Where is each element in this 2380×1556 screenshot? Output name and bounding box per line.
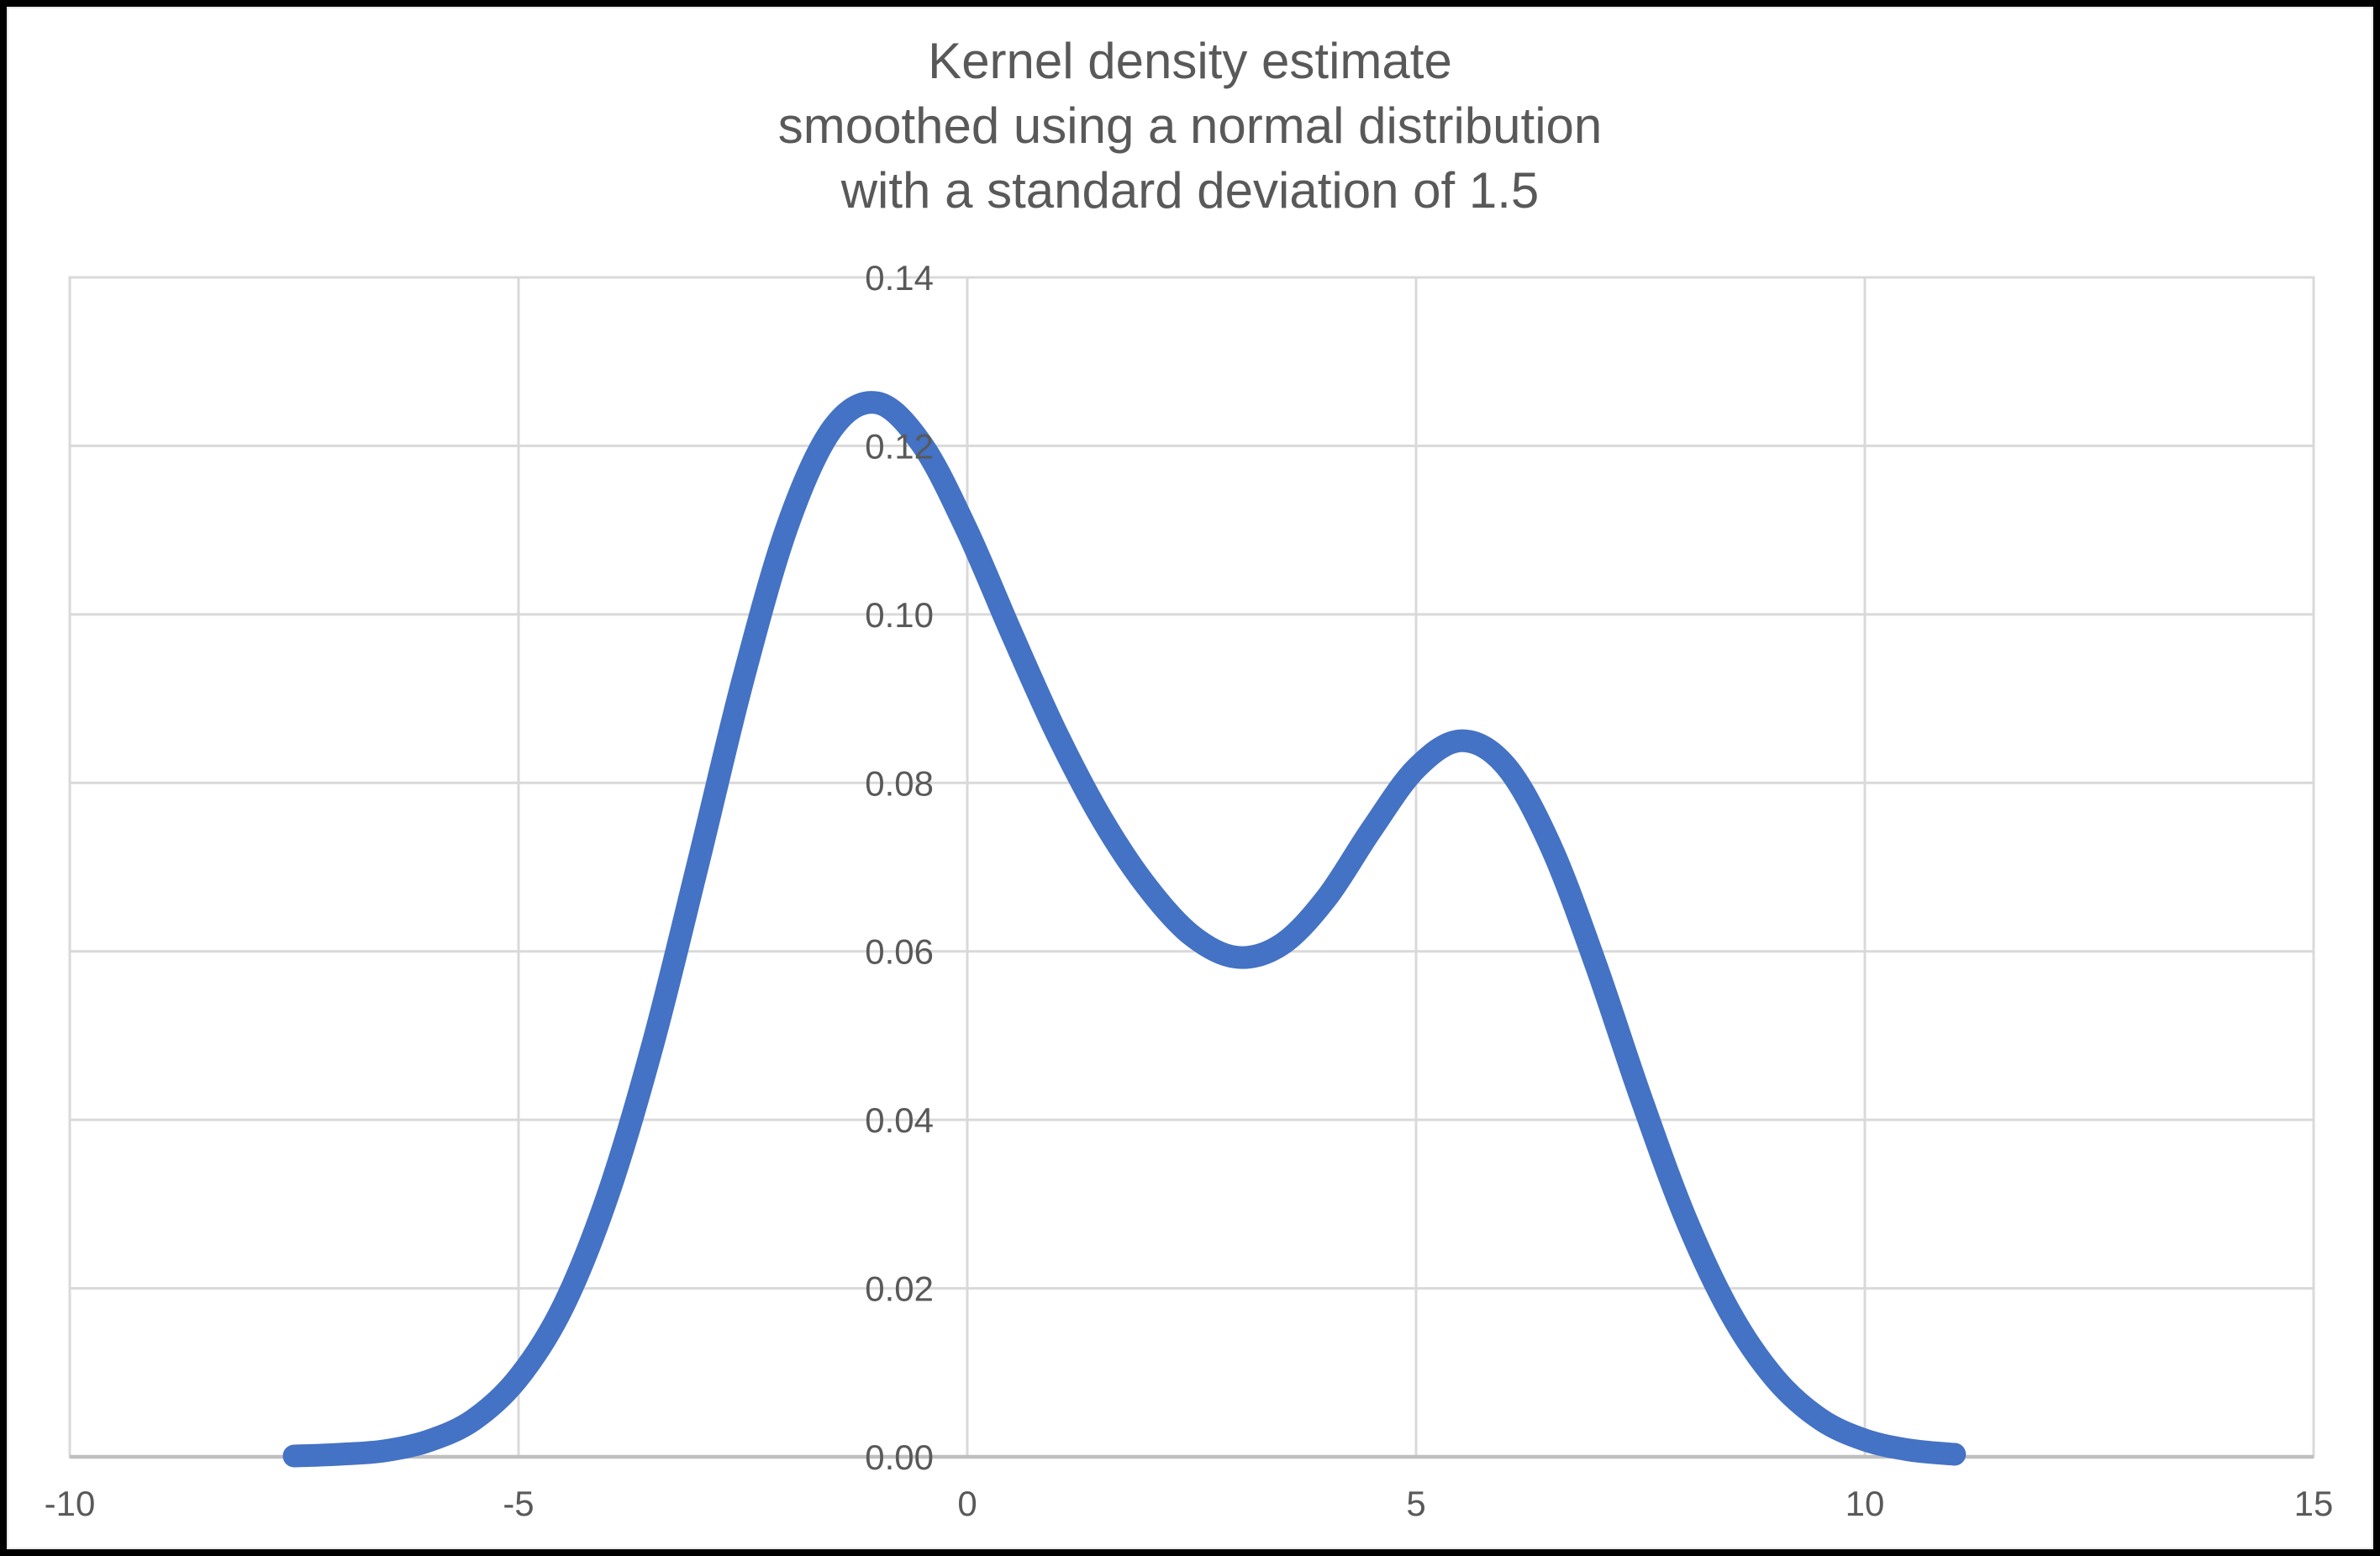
- kde-curve: [282, 391, 1967, 1468]
- x-tick-label: 10: [1846, 1484, 1885, 1523]
- chart-title: Kernel density estimate smoothed using a…: [777, 33, 1603, 219]
- x-tick-label: 15: [2294, 1484, 2334, 1523]
- y-tick-label: 0.06: [865, 932, 934, 972]
- x-tick-label: 5: [1406, 1484, 1425, 1523]
- y-tick-label: 0.10: [865, 595, 934, 635]
- x-tick-label: -5: [503, 1484, 534, 1523]
- plot-border: [68, 276, 2315, 1458]
- y-tick-label: 0.02: [865, 1269, 934, 1309]
- x-tick-label: 0: [957, 1484, 977, 1523]
- y-tick-label: 0.00: [865, 1437, 934, 1477]
- y-tick-label: 0.12: [865, 426, 934, 466]
- y-tick-label: 0.14: [865, 258, 934, 298]
- y-tick-label: 0.08: [865, 763, 934, 803]
- x-tick-label: -10: [45, 1484, 96, 1523]
- y-tick-label: 0.04: [865, 1100, 934, 1140]
